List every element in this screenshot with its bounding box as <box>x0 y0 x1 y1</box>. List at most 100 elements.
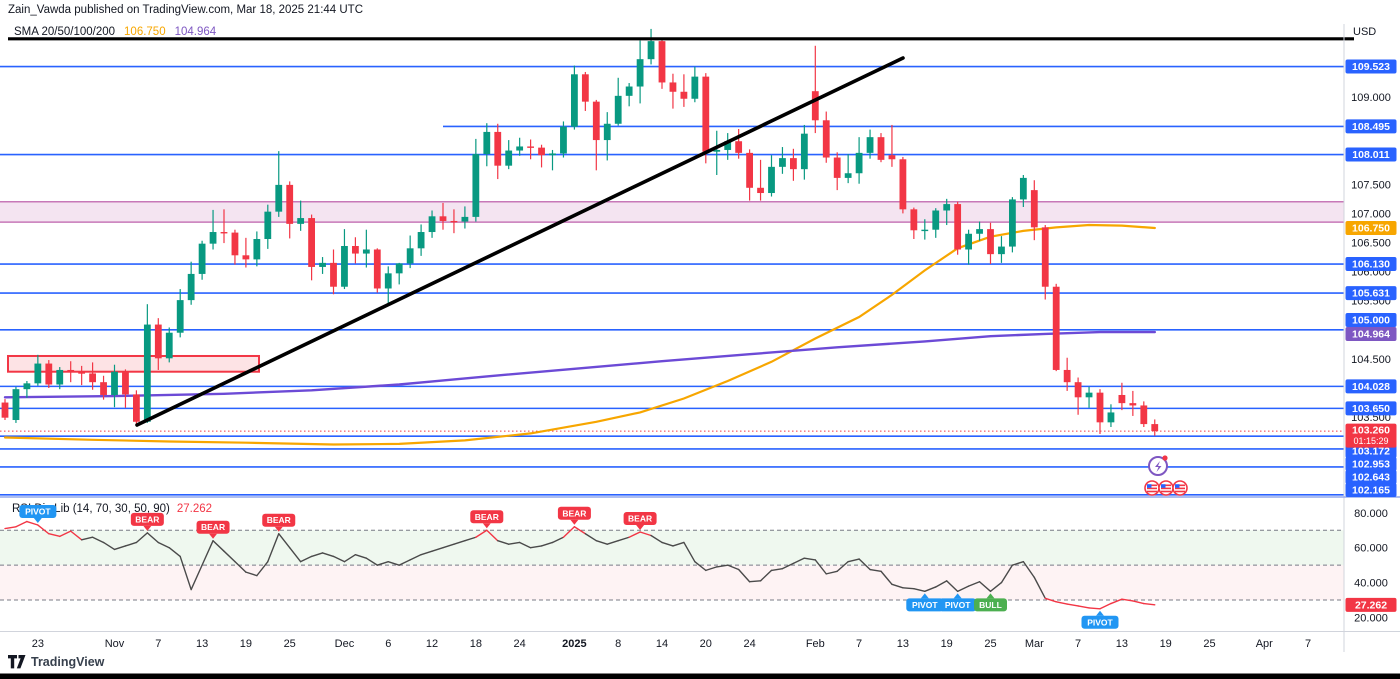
candle-body <box>100 382 107 395</box>
price-label-text: 102.953 <box>1352 459 1390 471</box>
price-label-text: 103.650 <box>1352 403 1390 415</box>
candle-body <box>341 245 348 287</box>
price-tick-label: 106.500 <box>1351 238 1391 250</box>
time-tick-label: Feb <box>806 638 825 650</box>
rsi-segment <box>748 580 762 583</box>
time-tick-label: 25 <box>1203 638 1215 650</box>
rsi-segment <box>989 581 1003 593</box>
rsi-segment <box>967 581 981 587</box>
bear-marker-badge: BEAR <box>557 506 591 525</box>
rsi-segment <box>1143 602 1156 606</box>
rsi-segment <box>387 560 400 566</box>
rsi-segment <box>1055 601 1068 605</box>
candle-body <box>954 204 962 250</box>
rsi-segment <box>59 530 72 538</box>
rsi-segment <box>201 540 214 566</box>
bear-marker-badge: BEAR <box>196 520 230 539</box>
candle-body <box>527 146 534 148</box>
main-chart-pane[interactable] <box>0 22 1344 497</box>
price-tick-label: 107.500 <box>1351 179 1391 191</box>
candle-body <box>1085 392 1093 398</box>
candle-body <box>122 371 129 395</box>
price-label-text: 105.631 <box>1352 288 1390 300</box>
candle-body <box>899 159 907 210</box>
candle-body <box>461 216 469 222</box>
marker-label: PIVOT <box>25 507 51 517</box>
current-price-text: 103.260 <box>1352 425 1390 437</box>
us-flag-event-icon <box>1144 480 1160 496</box>
rsi-segment <box>1088 607 1101 610</box>
candle-body <box>395 263 403 274</box>
pivot-marker-badge: PIVOT <box>906 593 944 612</box>
price-scale[interactable] <box>1344 22 1400 652</box>
rsi-segment <box>1077 605 1090 609</box>
rsi-segment <box>278 533 291 549</box>
rsi-pane[interactable] <box>0 497 1344 631</box>
candle-body <box>658 41 666 83</box>
sma-price-label: 106.750 <box>1345 221 1397 235</box>
time-tick-label: 25 <box>984 638 996 650</box>
candle-body <box>67 369 75 373</box>
candle-body <box>943 204 951 211</box>
candle-body <box>603 123 611 141</box>
bar-countdown: 01:15:29 <box>1353 436 1388 446</box>
candle-body <box>483 131 491 155</box>
candle-body <box>275 184 283 212</box>
bear-marker-badge: BEAR <box>262 513 296 532</box>
price-tick-label: 109.000 <box>1351 92 1391 104</box>
candle-body <box>154 324 162 359</box>
tradingview-watermark[interactable]: TradingView <box>8 655 104 669</box>
candle-body <box>614 95 622 124</box>
pivot-marker-badge: PIVOT <box>1081 610 1119 629</box>
time-tick-label: 24 <box>514 638 526 650</box>
candle-body <box>987 229 994 255</box>
bull-marker-badge: BULL <box>974 593 1007 612</box>
rsi-tick-label: 60.000 <box>1354 543 1388 555</box>
sma-indicator-legend[interactable]: SMA 20/50/100/200 106.750 104.964 <box>14 26 216 38</box>
marker-label: BEAR <box>267 515 291 525</box>
notification-dot <box>1162 455 1168 461</box>
candlestick-series <box>1 28 1159 436</box>
price-label-text: 105.000 <box>1352 315 1390 327</box>
time-tick-label: Mar <box>1025 638 1044 650</box>
sma-value-fast: 106.750 <box>124 26 166 38</box>
candle-body <box>1074 382 1082 398</box>
rsi-segment <box>332 555 346 563</box>
rsi-lower-band <box>0 565 1344 601</box>
price-label-text: 108.011 <box>1352 149 1390 161</box>
level-price-label: 104.028 <box>1345 379 1397 394</box>
candle-body <box>12 389 20 421</box>
rsi-segment <box>223 550 236 563</box>
candle-body <box>1 402 9 418</box>
rsi-segment <box>551 536 565 544</box>
pivot-marker-badge: PIVOT <box>939 593 977 612</box>
candle-body <box>877 137 885 160</box>
rsi-upper-band <box>0 530 1344 566</box>
candle-body <box>844 173 852 178</box>
candle-body <box>231 232 239 256</box>
rsi-segment <box>4 526 17 530</box>
rsi-segment <box>716 564 729 568</box>
candle-body <box>450 220 458 223</box>
time-tick-label: 18 <box>470 638 482 650</box>
rsi-segment <box>540 541 554 547</box>
candle-body <box>702 76 710 152</box>
rsi-segment <box>935 580 948 588</box>
candle-body <box>133 394 140 422</box>
rsi-segment <box>891 583 904 589</box>
rsi-segment <box>234 560 247 573</box>
candle-body <box>428 216 436 233</box>
rsi-segment <box>825 570 838 575</box>
candle-body <box>1030 190 1038 228</box>
candle-body <box>89 373 96 383</box>
candle-body <box>1052 286 1060 370</box>
rsi-segment <box>135 532 149 544</box>
time-scale[interactable] <box>0 632 1344 652</box>
rsi-segment <box>453 540 466 545</box>
rsi-segment <box>727 564 740 571</box>
rsi-segment <box>792 557 806 565</box>
rsi-segment <box>91 536 105 544</box>
candle-body <box>373 249 381 289</box>
candle-body <box>23 383 31 390</box>
